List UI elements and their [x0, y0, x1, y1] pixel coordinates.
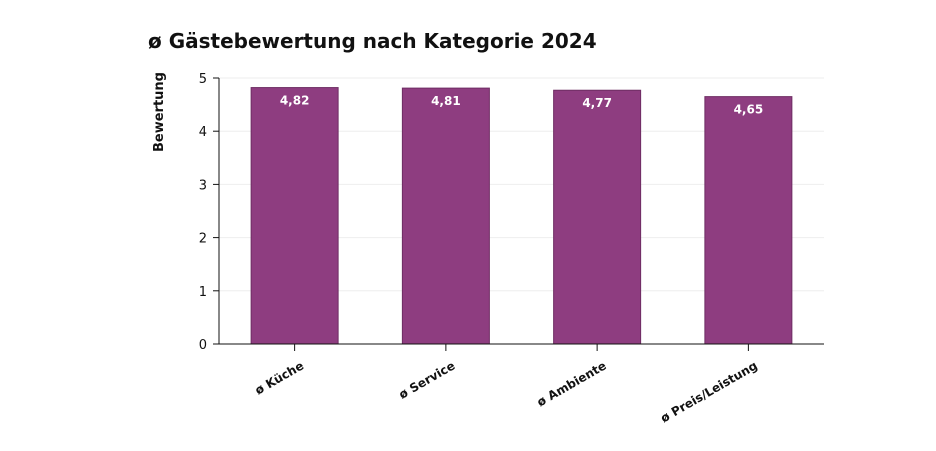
- axes: [218, 78, 824, 345]
- y-ticks: 0 1 2 3 4 5: [199, 72, 219, 353]
- y-tick-label: 2: [199, 232, 207, 247]
- data-label: 4,77: [582, 96, 612, 110]
- y-tick-label: 1: [199, 285, 207, 300]
- x-tick-label: ø Service: [396, 358, 457, 401]
- bar: [250, 87, 339, 345]
- x-ticks: ø Küche ø Service ø Ambiente ø Preis/Leistu…: [252, 344, 760, 425]
- bar: [704, 96, 793, 345]
- y-tick-label: 4: [199, 125, 207, 140]
- y-tick-label: 5: [199, 72, 207, 87]
- x-tick-label: ø Ambiente: [535, 358, 609, 409]
- y-tick-label: 3: [199, 178, 207, 193]
- data-labels: 4,82 4,81 4,77 4,65: [280, 94, 763, 117]
- y-tick-label: 0: [199, 338, 207, 353]
- bar: [553, 89, 642, 345]
- data-label: 4,82: [280, 94, 310, 108]
- data-label: 4,81: [431, 94, 461, 108]
- data-label: 4,65: [734, 103, 764, 117]
- bars: [250, 87, 793, 345]
- bar: [401, 87, 490, 345]
- x-tick-label: ø Küche: [252, 358, 306, 397]
- chart-title: ø Gästebewertung nach Kategorie 2024: [148, 29, 597, 53]
- y-axis-label: Bewertung: [152, 72, 167, 152]
- x-tick-label: ø Preis/Leistung: [658, 358, 760, 425]
